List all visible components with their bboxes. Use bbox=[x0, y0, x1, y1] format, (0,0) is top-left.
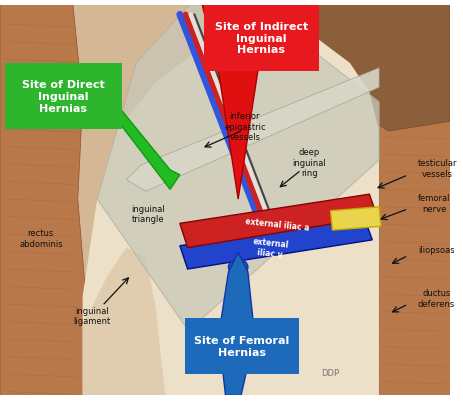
Text: Site of Indirect
Inguinal
Hernias: Site of Indirect Inguinal Hernias bbox=[215, 22, 308, 55]
Polygon shape bbox=[97, 6, 379, 326]
Text: external
iliac v: external iliac v bbox=[251, 237, 289, 259]
Polygon shape bbox=[126, 69, 379, 192]
Text: inguinal
triangle: inguinal triangle bbox=[131, 205, 165, 224]
Polygon shape bbox=[82, 25, 379, 395]
Polygon shape bbox=[180, 219, 372, 269]
Text: inguinal
ligament: inguinal ligament bbox=[74, 306, 111, 326]
Polygon shape bbox=[180, 194, 377, 248]
Polygon shape bbox=[263, 6, 450, 132]
Text: external iliac a: external iliac a bbox=[244, 217, 310, 233]
FancyBboxPatch shape bbox=[204, 6, 319, 71]
Text: DDP: DDP bbox=[321, 368, 339, 377]
Text: testicular
vessels: testicular vessels bbox=[418, 159, 457, 178]
Text: ductus
deferens: ductus deferens bbox=[418, 289, 455, 308]
Polygon shape bbox=[331, 207, 381, 231]
Text: Site of Direct
Inguinal
Hernias: Site of Direct Inguinal Hernias bbox=[22, 80, 105, 113]
Polygon shape bbox=[379, 6, 450, 395]
Text: femoral
nerve: femoral nerve bbox=[418, 194, 450, 213]
Text: rectus
abdominis: rectus abdominis bbox=[19, 229, 63, 248]
FancyBboxPatch shape bbox=[185, 318, 300, 374]
Polygon shape bbox=[0, 6, 450, 395]
Polygon shape bbox=[0, 6, 88, 395]
Polygon shape bbox=[82, 248, 165, 395]
Text: inferior
epigastric
vessels: inferior epigastric vessels bbox=[224, 112, 266, 142]
Text: Site of Femoral
Hernias: Site of Femoral Hernias bbox=[194, 335, 290, 357]
FancyBboxPatch shape bbox=[5, 64, 121, 130]
Polygon shape bbox=[219, 253, 255, 395]
Ellipse shape bbox=[228, 260, 248, 275]
Text: deep
inguinal
ring: deep inguinal ring bbox=[292, 148, 326, 178]
Polygon shape bbox=[202, 6, 272, 200]
Polygon shape bbox=[82, 81, 180, 190]
Text: iliopsoas: iliopsoas bbox=[418, 245, 455, 255]
